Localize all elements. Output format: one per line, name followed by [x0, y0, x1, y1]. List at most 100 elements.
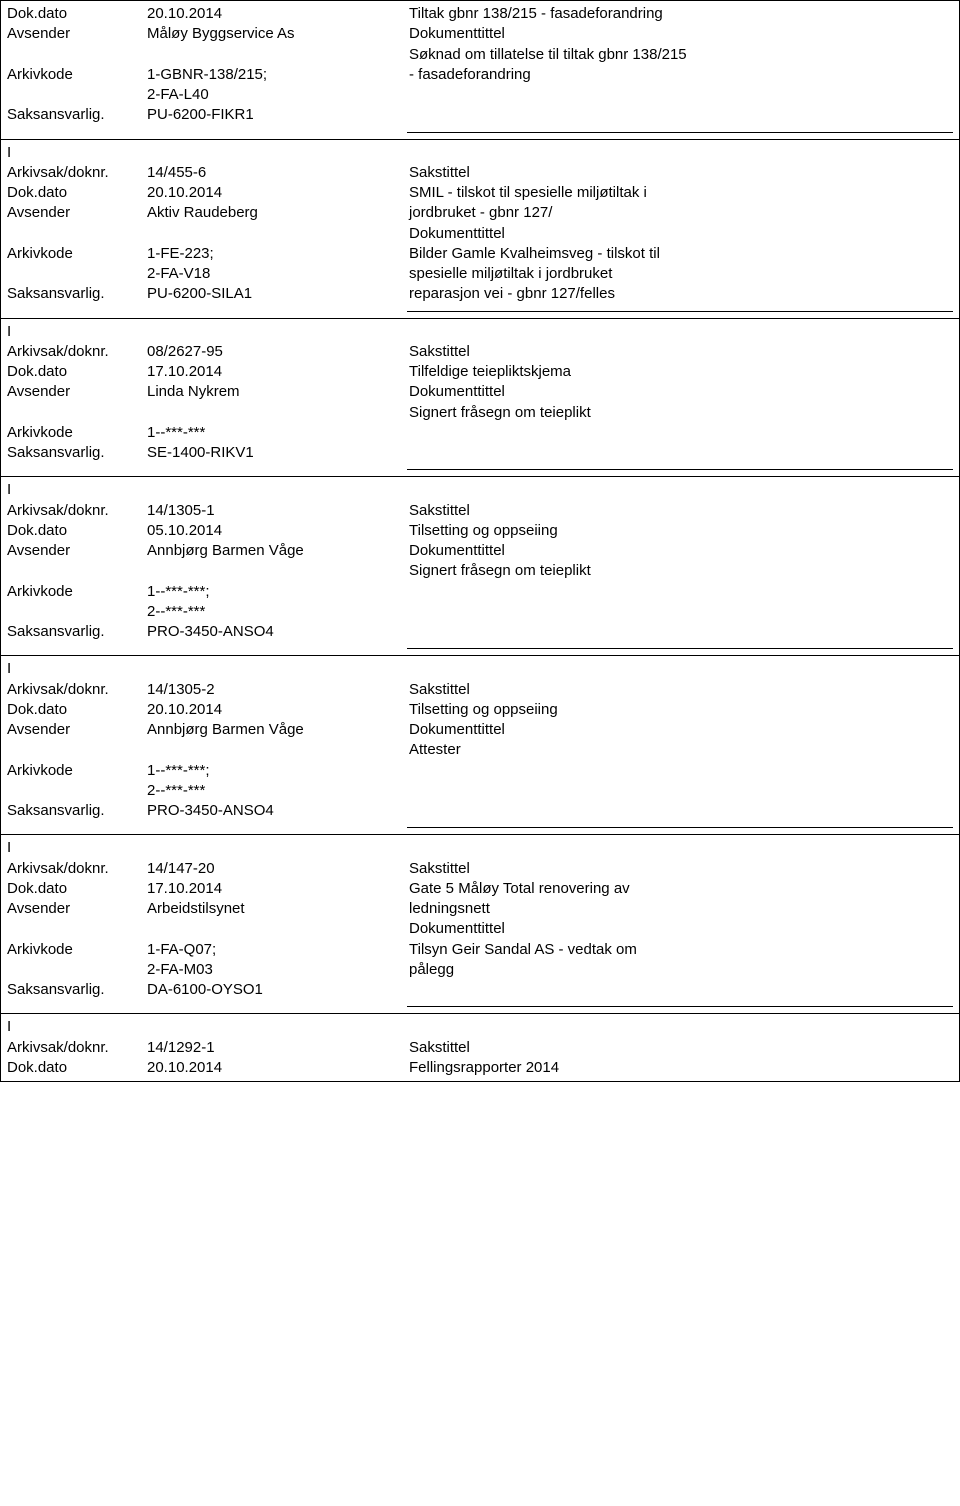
field-label: Arkivsak/doknr.: [7, 501, 147, 521]
field-value: 2-FA-V18: [147, 264, 407, 284]
field-value: [147, 224, 407, 244]
field-value: 14/455-6: [147, 163, 407, 183]
dokumenttittel-text: - fasadeforandring: [409, 65, 953, 85]
record: IArkivsak/doknr.08/2627-95SakstittelDok.…: [0, 318, 960, 477]
dokumenttittel-text: Attester: [409, 740, 953, 760]
sakstittel-text: Tiltak gbnr 138/215 - fasadeforandring: [409, 4, 953, 24]
field-value: [147, 403, 407, 423]
field-value: 1-FE-223;: [147, 244, 407, 264]
field-label: Dok.dato: [7, 700, 147, 720]
field-label: [7, 561, 147, 581]
field-value: Måløy Byggservice As: [147, 24, 407, 44]
dokumenttittel-text: Signert fråsegn om teieplikt: [409, 561, 953, 581]
field-label: Saksansvarlig.: [7, 105, 147, 125]
dokumenttittel-text: pålegg: [409, 960, 953, 980]
sakstittel-label: Sakstittel: [409, 859, 953, 879]
field-label: [7, 919, 147, 939]
field-label: Arkivkode: [7, 940, 147, 960]
field-label: [7, 602, 147, 622]
field-label: Dok.dato: [7, 183, 147, 203]
field-value: 1--***-***: [147, 423, 407, 443]
field-label: Avsender: [7, 541, 147, 561]
sakstittel-label: Sakstittel: [409, 342, 953, 362]
field-label: [7, 45, 147, 65]
field-value: PU-6200-SILA1: [147, 284, 407, 304]
field-value: 14/1305-2: [147, 680, 407, 700]
sakstittel-text: ledningsnett: [409, 899, 953, 919]
field-value: PRO-3450-ANSO4: [147, 801, 407, 821]
field-value: PU-6200-FIKR1: [147, 105, 407, 125]
field-label: Arkivkode: [7, 65, 147, 85]
field-value: [147, 919, 407, 939]
field-value: 14/1292-1: [147, 1038, 407, 1058]
i-marker: I: [7, 659, 147, 679]
field-value: 14/1305-1: [147, 501, 407, 521]
field-label: Arkivkode: [7, 423, 147, 443]
dokumenttittel-text: Signert fråsegn om teieplikt: [409, 403, 953, 423]
field-label: [7, 960, 147, 980]
field-label: Arkivkode: [7, 761, 147, 781]
field-label: Dok.dato: [7, 362, 147, 382]
field-value: [147, 740, 407, 760]
field-value: 2-FA-L40: [147, 85, 407, 105]
divider: [407, 132, 953, 133]
divider: [407, 311, 953, 312]
field-value: SE-1400-RIKV1: [147, 443, 407, 463]
field-label: Saksansvarlig.: [7, 980, 147, 1000]
dokumenttittel-label: Dokumenttittel: [409, 720, 953, 740]
sakstittel-text: Gate 5 Måløy Total renovering av: [409, 879, 953, 899]
dokumenttittel-text: reparasjon vei - gbnr 127/felles: [409, 284, 953, 304]
sakstittel-text: Tilsetting og oppseiing: [409, 700, 953, 720]
field-label: Saksansvarlig.: [7, 443, 147, 463]
field-label: Avsender: [7, 382, 147, 402]
field-value: Aktiv Raudeberg: [147, 203, 407, 223]
field-label: [7, 224, 147, 244]
divider: [407, 1006, 953, 1007]
sakstittel-text: Tilsetting og oppseiing: [409, 521, 953, 541]
field-label: Arkivsak/doknr.: [7, 680, 147, 700]
field-label: Avsender: [7, 899, 147, 919]
field-label: Avsender: [7, 720, 147, 740]
sakstittel-label: Sakstittel: [409, 163, 953, 183]
field-label: Dok.dato: [7, 521, 147, 541]
dokumenttittel-label: Dokumenttittel: [409, 541, 953, 561]
field-value: 1--***-***;: [147, 761, 407, 781]
field-value: 20.10.2014: [147, 4, 407, 24]
field-label: Dok.dato: [7, 1058, 147, 1078]
field-label: Arkivsak/doknr.: [7, 1038, 147, 1058]
sakstittel-text: Fellingsrapporter 2014: [409, 1058, 953, 1078]
field-value: 1-GBNR-138/215;: [147, 65, 407, 85]
field-value: [147, 561, 407, 581]
sakstittel-text: jordbruket - gbnr 127/: [409, 203, 953, 223]
field-label: Arkivsak/doknr.: [7, 163, 147, 183]
sakstittel-label: Sakstittel: [409, 1038, 953, 1058]
field-value: 17.10.2014: [147, 362, 407, 382]
sakstittel-label: Sakstittel: [409, 501, 953, 521]
i-marker: I: [7, 143, 147, 163]
field-label: Arkivkode: [7, 582, 147, 602]
field-label: Saksansvarlig.: [7, 284, 147, 304]
dokumenttittel-label: Dokumenttittel: [409, 224, 953, 244]
field-value: 20.10.2014: [147, 700, 407, 720]
field-label: Arkivsak/doknr.: [7, 859, 147, 879]
field-value: 08/2627-95: [147, 342, 407, 362]
field-label: [7, 85, 147, 105]
field-value: PRO-3450-ANSO4: [147, 622, 407, 642]
i-marker: I: [7, 838, 147, 858]
field-value: 1-FA-Q07;: [147, 940, 407, 960]
field-value: 20.10.2014: [147, 1058, 407, 1078]
record: IArkivsak/doknr.14/147-20SakstittelDok.d…: [0, 834, 960, 1013]
record: Dok.dato20.10.2014Tiltak gbnr 138/215 - …: [0, 0, 960, 139]
divider: [407, 827, 953, 828]
sakstittel-text: SMIL - tilskot til spesielle miljøtiltak…: [409, 183, 953, 203]
record: IArkivsak/doknr.14/1305-1SakstittelDok.d…: [0, 476, 960, 655]
field-label: [7, 781, 147, 801]
field-label: [7, 403, 147, 423]
field-value: 1--***-***;: [147, 582, 407, 602]
field-label: [7, 740, 147, 760]
field-label: Saksansvarlig.: [7, 801, 147, 821]
field-value: Annbjørg Barmen Våge: [147, 541, 407, 561]
field-label: [7, 264, 147, 284]
field-value: 2--***-***: [147, 602, 407, 622]
field-value: Annbjørg Barmen Våge: [147, 720, 407, 740]
